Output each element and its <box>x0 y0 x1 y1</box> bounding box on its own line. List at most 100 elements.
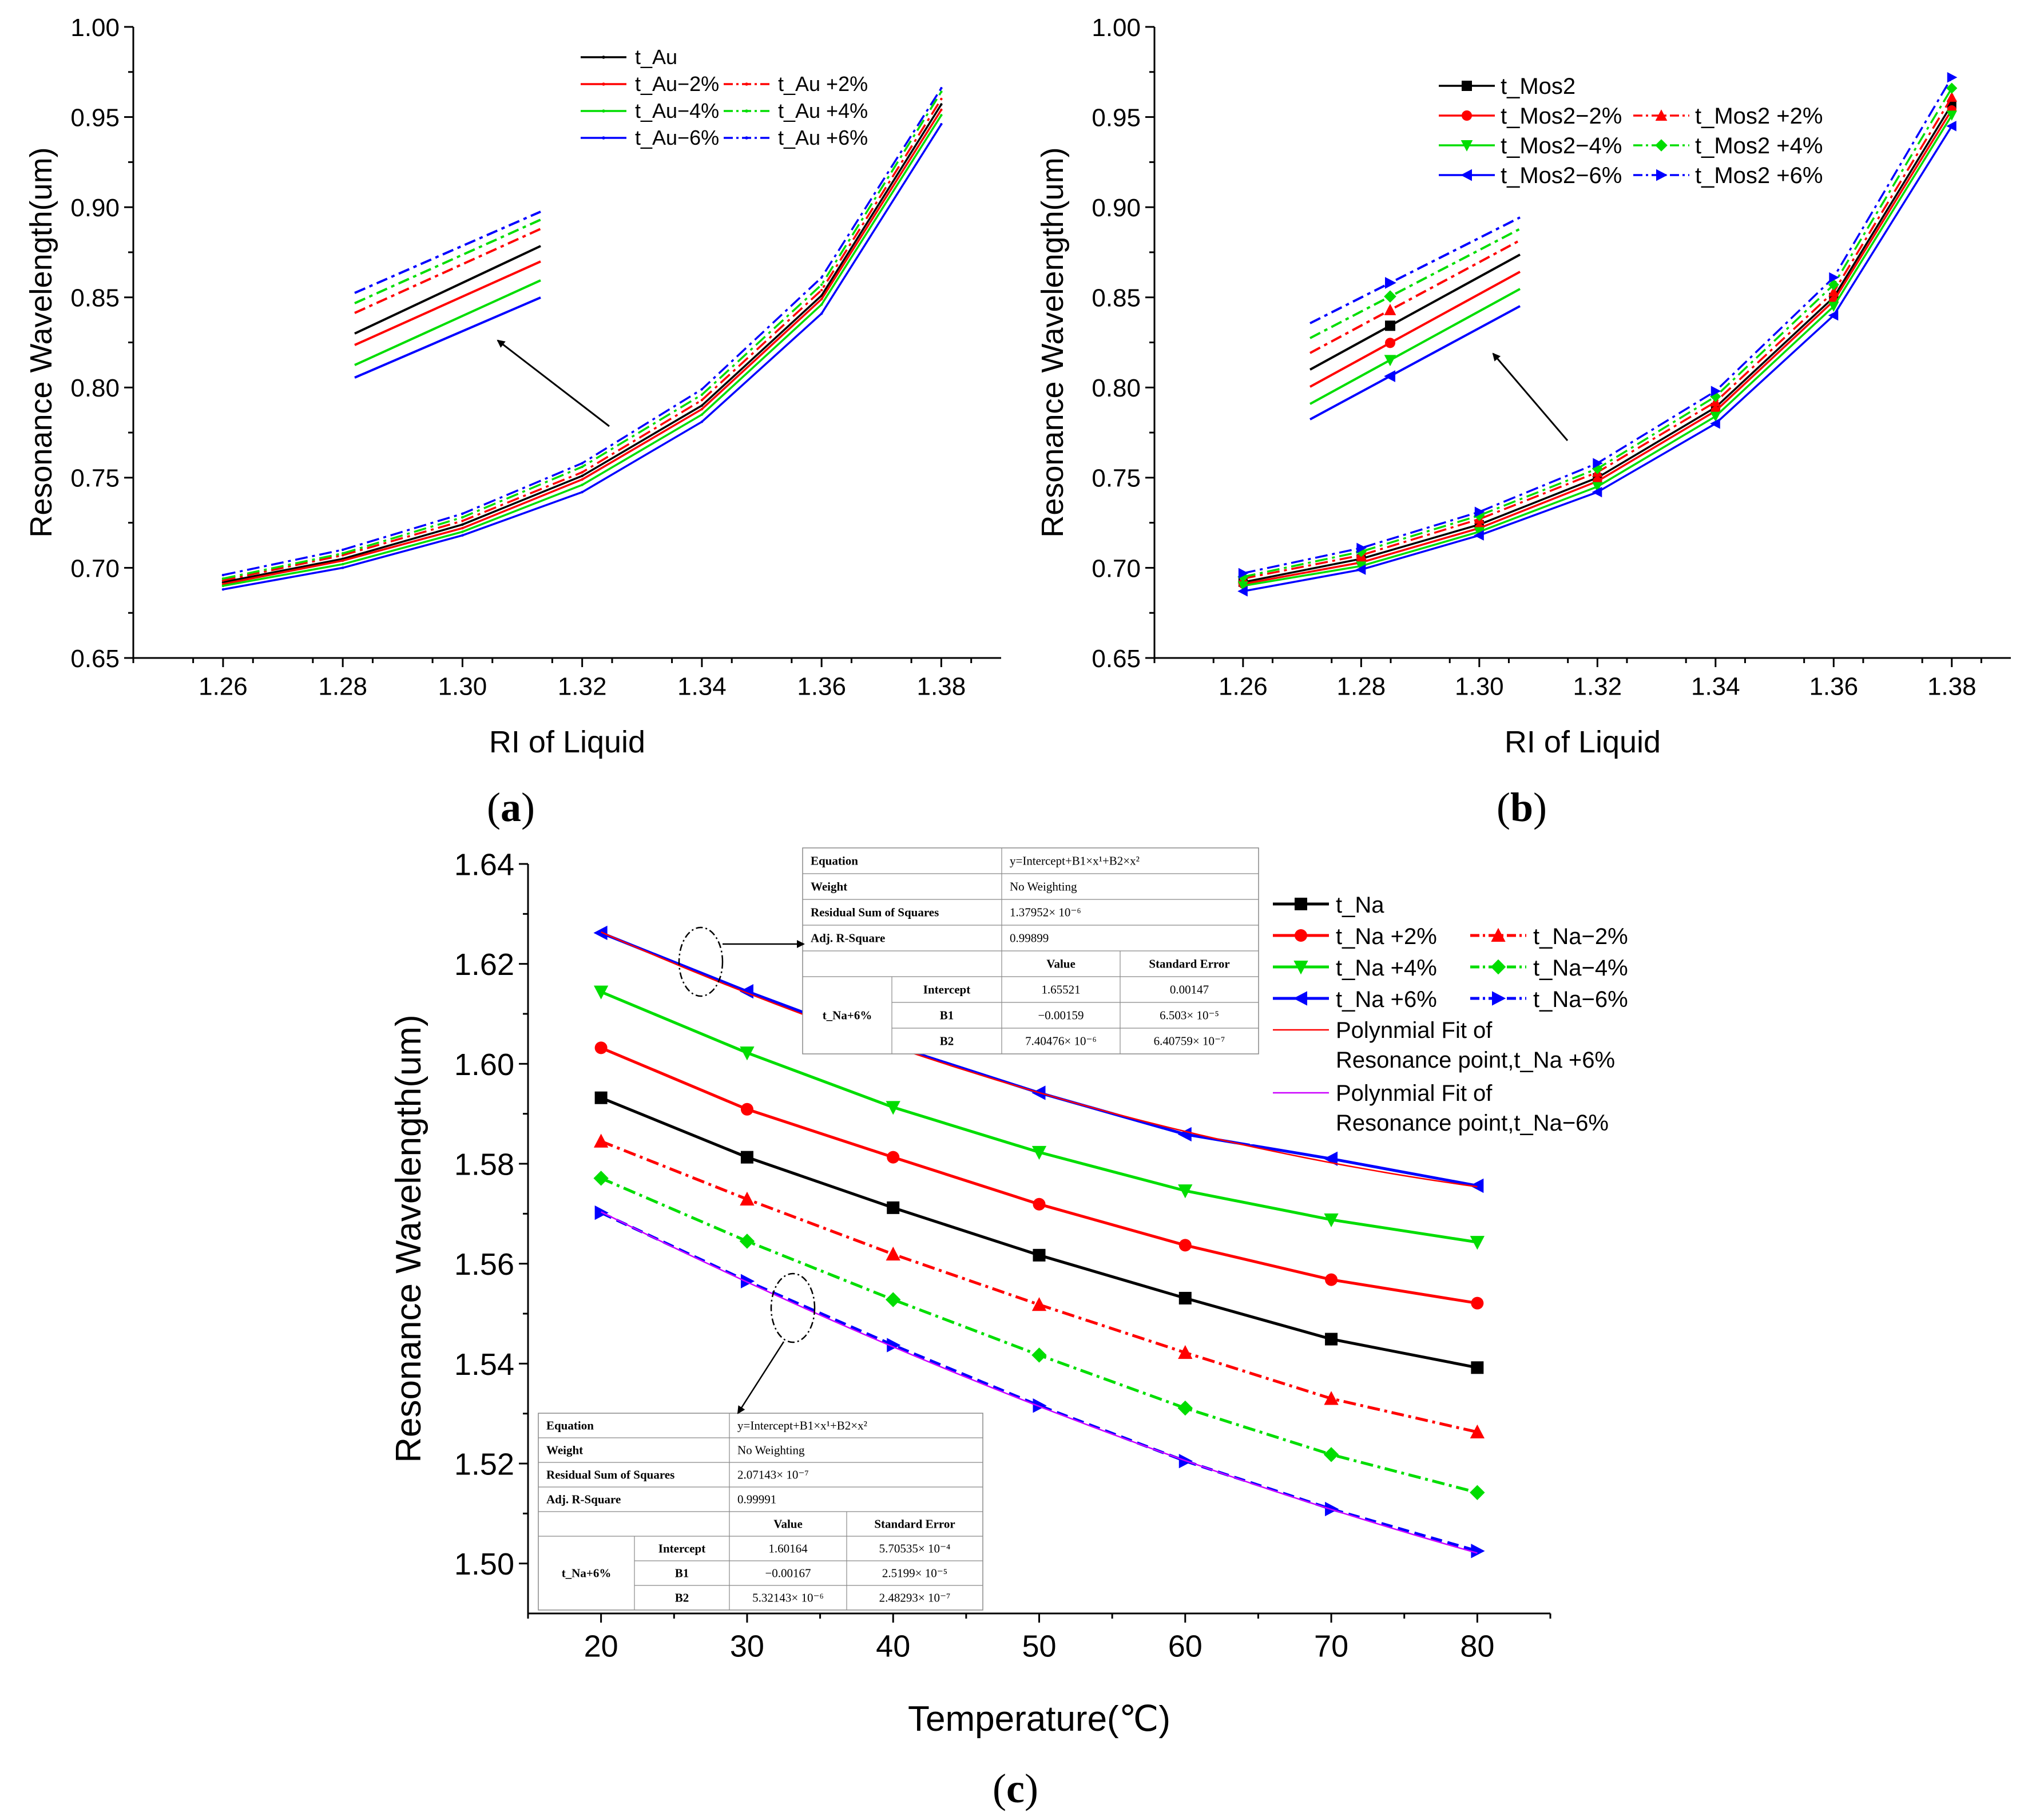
x-tick-label: 1.34 <box>677 672 727 700</box>
series-line <box>223 124 942 590</box>
fit-table-cell: 1.60164 <box>768 1541 808 1555</box>
y-tick-label: 1.64 <box>454 847 514 882</box>
legend-label: t_Na <box>1336 893 1384 918</box>
data-point <box>221 582 225 585</box>
y-tick-label: 0.95 <box>1092 104 1141 132</box>
data-point <box>1177 1400 1193 1416</box>
fit-table: Equation y=Intercept+B1×x¹+B2×x² Weight No … <box>802 847 1259 1054</box>
x-tick-label: 1.38 <box>917 672 966 700</box>
fit-table-cell: 2.5199× 10⁻⁵ <box>882 1566 947 1580</box>
legend-marker <box>602 136 605 140</box>
data-point <box>461 520 464 522</box>
fit-table-label: Weight <box>546 1443 583 1457</box>
series-line <box>223 109 942 585</box>
data-point <box>887 1338 901 1353</box>
y-tick-label: 1.00 <box>70 14 120 42</box>
y-tick-label: 1.62 <box>454 947 514 982</box>
data-point <box>1238 568 1249 579</box>
data-point <box>886 1246 900 1261</box>
legend-marker <box>1461 169 1472 181</box>
fit-table-cell: 6.40759× 10⁻⁷ <box>1154 1034 1225 1048</box>
inset-marker <box>1384 290 1396 303</box>
legend-marker <box>1491 927 1506 942</box>
data-point <box>820 303 823 306</box>
data-point <box>940 122 943 126</box>
data-point <box>221 581 225 584</box>
data-point <box>594 1091 608 1104</box>
data-point <box>940 86 943 90</box>
fit-table-label: Residual Sum of Squares <box>811 906 939 919</box>
legend-marker <box>745 109 748 113</box>
series-line <box>223 114 942 587</box>
x-tick-label: 30 <box>730 1629 764 1663</box>
legend-marker <box>602 109 605 113</box>
data-point <box>1474 527 1485 537</box>
data-point <box>1325 1333 1338 1346</box>
legend-marker <box>602 55 605 59</box>
legend-marker <box>1655 109 1668 121</box>
inset-marker <box>1384 370 1395 382</box>
data-point <box>461 526 464 530</box>
legend-marker <box>745 136 748 140</box>
data-point <box>1177 1127 1192 1142</box>
caption-a: (a) <box>487 784 535 830</box>
data-point <box>593 1171 609 1186</box>
fit-table-value: 0.99899 <box>1010 931 1049 945</box>
data-point <box>1178 1184 1193 1199</box>
panel-c: 1.50 1.52 1.54 1.56 1.58 1.60 1.62 1.64 20 30 40 50… <box>389 847 1628 1739</box>
data-point <box>341 566 344 569</box>
data-point <box>341 554 344 557</box>
data-point <box>581 465 584 469</box>
legend-marker <box>1492 991 1506 1006</box>
inset-line <box>1309 271 1521 388</box>
fit-table-cell: 1.65521 <box>1041 983 1080 997</box>
data-point <box>700 420 704 423</box>
highlight-ellipse <box>770 1272 816 1343</box>
data-point <box>341 562 344 566</box>
inset-line <box>354 228 541 314</box>
data-point <box>820 312 823 315</box>
inset-marker <box>1385 277 1396 289</box>
y-tick-label: 1.58 <box>454 1147 514 1181</box>
data-point <box>740 1191 755 1206</box>
data-point <box>1356 542 1367 553</box>
data-point <box>461 523 464 526</box>
y-tick-label: 1.56 <box>454 1247 514 1282</box>
data-point <box>221 577 225 580</box>
series-line <box>223 91 942 580</box>
data-point <box>1031 1297 1047 1311</box>
inset-line <box>1309 253 1521 371</box>
series-line <box>600 1140 1478 1434</box>
data-point <box>221 588 225 591</box>
fit-table-param: B1 <box>675 1566 689 1580</box>
fit-table: Equation y=Intercept+B1×x¹+B2×x² Weight No … <box>538 1413 983 1611</box>
data-point <box>739 1234 755 1249</box>
fit-table-header: Standard Error <box>1149 957 1229 971</box>
data-point <box>1470 1178 1484 1193</box>
data-point <box>887 1151 900 1164</box>
caption-c: (c) <box>993 1766 1038 1811</box>
inset-arrow <box>497 339 610 427</box>
y-tick-label: 1.54 <box>454 1347 514 1382</box>
fit-table-label: Weight <box>811 880 847 894</box>
data-point <box>1355 564 1366 575</box>
data-point <box>1033 1398 1047 1413</box>
data-point <box>581 471 584 474</box>
data-point <box>1237 581 1249 592</box>
x-tick-label: 1.30 <box>1455 672 1504 700</box>
legend-label: t_Au +2% <box>778 72 868 96</box>
data-point <box>341 548 344 552</box>
legend-label: t_Na +6% <box>1336 987 1437 1012</box>
fit-table-cell: 5.70535× 10⁻⁴ <box>879 1541 951 1555</box>
data-point <box>1031 1145 1047 1160</box>
inset-line <box>1309 239 1521 354</box>
fit-table-cell: 0.00147 <box>1170 983 1209 997</box>
series-line <box>1243 125 1953 593</box>
legend-label: t_Na−4% <box>1533 955 1628 981</box>
legend-label: t_Au−4% <box>635 99 719 122</box>
data-point <box>820 288 823 292</box>
legend-marker <box>745 82 748 86</box>
legend-marker <box>1655 139 1668 152</box>
legend-label: Resonance point,t_Na−6% <box>1336 1111 1609 1136</box>
